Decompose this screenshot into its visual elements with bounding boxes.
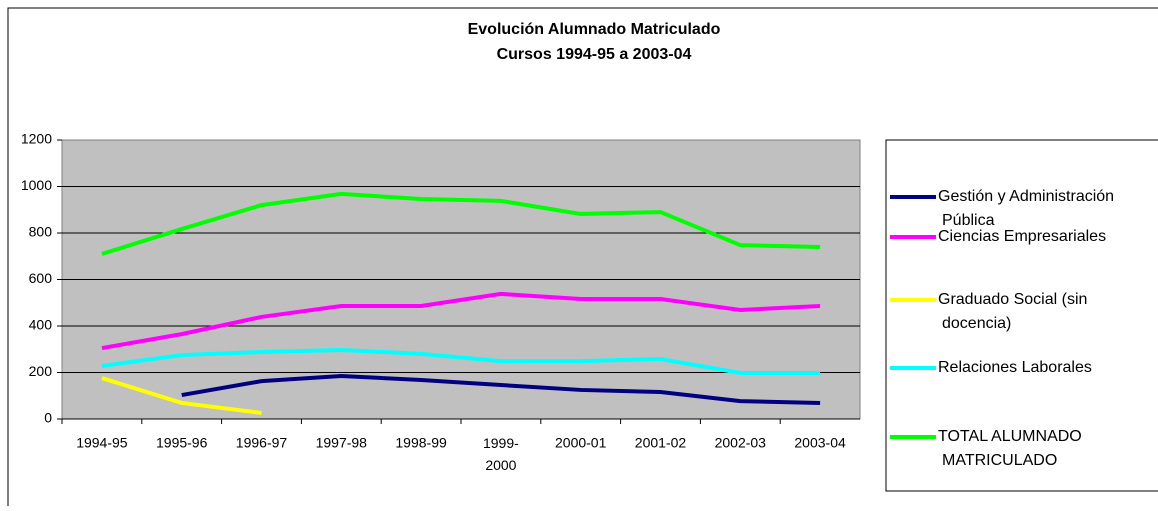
series-line (101, 191, 821, 256)
legend-label: Ciencias Empresariales (938, 228, 1106, 245)
series-line (101, 291, 821, 351)
y-tick-label: 200 (29, 363, 53, 379)
x-tick-label: 1998-99 (395, 435, 447, 451)
legend (885, 139, 1158, 492)
x-tick-label: 1997-98 (316, 435, 368, 451)
series-line (101, 376, 262, 415)
y-tick-label: 400 (29, 317, 53, 333)
legend-label: Graduado Social (sin docencia) (938, 291, 1087, 332)
x-tick-label: 2000-01 (555, 435, 607, 451)
y-tick-label: 1200 (21, 131, 52, 147)
series-line (101, 347, 821, 375)
x-tick-label: 1996-97 (236, 435, 288, 451)
chart-subtitle: Cursos 1994-95 a 2003-04 (497, 46, 692, 63)
y-tick-label: 0 (44, 410, 52, 426)
x-tick-label: 1999-2000 (483, 435, 519, 473)
chart-title: Evolución Alumnado Matriculado (468, 21, 721, 38)
legend-label: Gestión y Administración Pública (938, 188, 1114, 229)
y-tick-label: 1000 (21, 177, 52, 193)
x-tick-label: 2001-02 (635, 435, 687, 451)
x-tick-label: 2003-04 (794, 435, 846, 451)
y-tick-label: 600 (29, 270, 53, 286)
y-tick-label: 800 (29, 224, 53, 240)
x-tick-label: 2002-03 (715, 435, 767, 451)
series-line (181, 373, 821, 405)
x-tick-label: 1995-96 (156, 435, 208, 451)
x-tick-label: 1994-95 (76, 435, 128, 451)
legend-label: Relaciones Laborales (938, 359, 1092, 376)
legend-label: TOTAL ALUMNADO MATRICULADO (938, 428, 1082, 469)
